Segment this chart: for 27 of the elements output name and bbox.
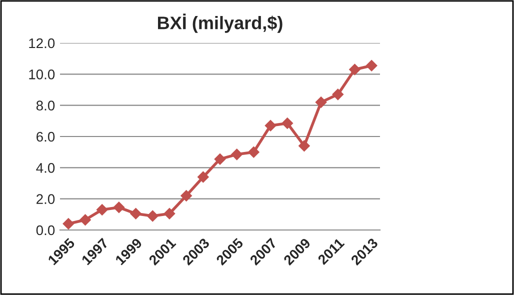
point: [214, 153, 226, 165]
point: [180, 190, 192, 202]
y-tick-label: 12.0: [29, 38, 55, 48]
y-tick-label: 0.0: [36, 225, 55, 236]
y-tick-label: 2.0: [36, 194, 55, 204]
y-tick-label: 4.0: [36, 163, 55, 173]
point: [113, 202, 125, 214]
point: [349, 64, 360, 76]
point: [366, 60, 378, 72]
point: [282, 118, 293, 129]
point: [62, 218, 74, 230]
point: [231, 148, 242, 160]
point: [96, 204, 108, 216]
point: [248, 146, 260, 158]
point: [315, 96, 327, 108]
y-tick-label: 6.0: [36, 132, 55, 142]
y-tick-label: 8.0: [36, 100, 55, 111]
point: [332, 88, 344, 100]
point: [198, 171, 209, 183]
point: [298, 140, 310, 152]
point: [164, 208, 176, 220]
point: [264, 120, 276, 132]
point: [130, 208, 142, 220]
y-tick-label: 10.0: [29, 70, 55, 80]
point: [147, 210, 158, 222]
point: [80, 214, 91, 226]
chart-title: BXİ (milyard,$): [158, 14, 282, 33]
